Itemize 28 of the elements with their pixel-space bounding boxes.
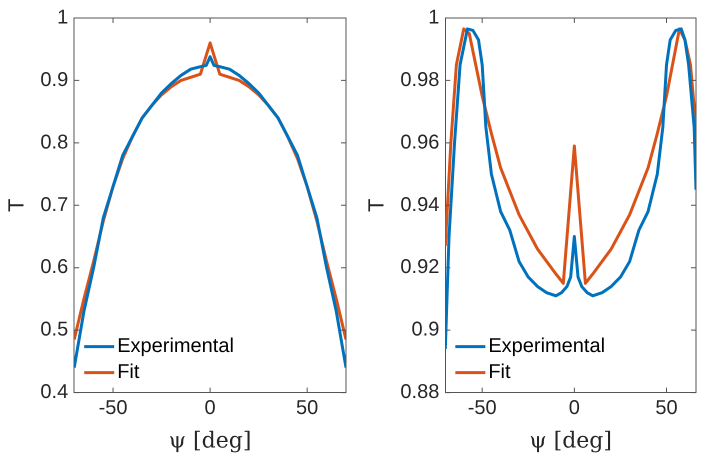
y-tick-label: 1 <box>57 6 68 29</box>
x-tick-label: 0 <box>204 397 216 420</box>
y-axis-title: T <box>3 198 28 212</box>
y-tick-label: 0.94 <box>400 194 440 216</box>
y-tick-label: 0.8 <box>40 131 68 154</box>
x-tick-label: 0 <box>568 397 580 420</box>
y-tick-label: 0.88 <box>400 381 440 404</box>
y-tick-label: 0.7 <box>40 194 68 216</box>
x-tick-label: 50 <box>296 397 318 420</box>
legend-label: Experimental <box>488 335 606 358</box>
x-tick-label: 50 <box>655 397 678 420</box>
y-tick-label: 0.9 <box>40 68 68 91</box>
legend-label: Fit <box>117 361 140 384</box>
legend-label: Fit <box>488 361 511 384</box>
x-axis-title: ψ [deg] <box>529 428 612 454</box>
x-axis-title: ψ [deg] <box>168 428 252 454</box>
y-tick-label: 0.98 <box>400 68 440 91</box>
y-tick-label: 0.9 <box>412 318 440 341</box>
x-tick-label: -50 <box>468 397 497 420</box>
y-tick-label: 1 <box>428 6 440 29</box>
y-tick-label: 0.96 <box>400 131 440 154</box>
y-tick-label: 0.92 <box>400 256 440 278</box>
y-tick-label: 0.6 <box>40 256 68 278</box>
y-tick-label: 0.5 <box>40 318 68 341</box>
x-tick-label: -50 <box>98 397 128 420</box>
legend-label: Experimental <box>117 335 234 358</box>
y-tick-label: 0.4 <box>40 381 68 404</box>
y-axis-title: T <box>363 198 388 212</box>
